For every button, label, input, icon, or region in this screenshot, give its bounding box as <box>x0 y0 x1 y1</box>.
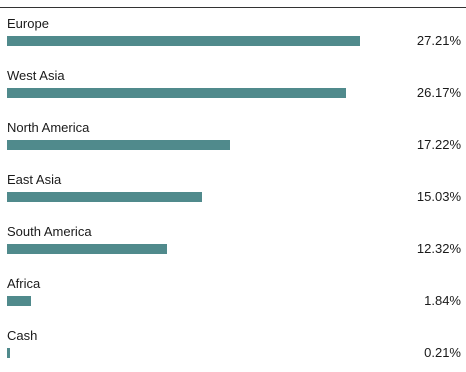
chart-row: Cash 0.21% <box>0 320 466 372</box>
value-label: 15.03% <box>416 189 461 204</box>
bar-track <box>7 244 387 254</box>
chart-row: North America 17.22% <box>0 112 466 164</box>
category-label: West Asia <box>7 68 65 83</box>
category-label: Cash <box>7 328 38 343</box>
bar-track <box>7 192 387 202</box>
category-label: Africa <box>7 276 41 291</box>
top-rule <box>0 7 466 8</box>
bar-track <box>7 348 387 358</box>
bar <box>7 348 10 358</box>
bar <box>7 140 230 150</box>
bar-track <box>7 88 387 98</box>
value-label: 1.84% <box>424 293 461 308</box>
bar-track <box>7 296 387 306</box>
category-label: North America <box>7 120 90 135</box>
chart-row: South America 12.32% <box>0 216 466 268</box>
bar <box>7 192 202 202</box>
chart-row: East Asia 15.03% <box>0 164 466 216</box>
category-label: South America <box>7 224 92 239</box>
bar-track <box>7 36 387 46</box>
bar-track <box>7 140 387 150</box>
chart-row: Europe 27.21% <box>0 8 466 60</box>
bar <box>7 296 31 306</box>
bar <box>7 36 360 46</box>
category-label: East Asia <box>7 172 62 187</box>
bar <box>7 88 346 98</box>
value-label: 27.21% <box>416 33 461 48</box>
chart-row: West Asia 26.17% <box>0 60 466 112</box>
value-label: 12.32% <box>416 241 461 256</box>
allocation-bar-chart: Europe 27.21% West Asia 26.17% North America… <box>0 8 466 360</box>
bar <box>7 244 167 254</box>
chart-row: Africa 1.84% <box>0 268 466 320</box>
value-label: 26.17% <box>416 85 461 100</box>
category-label: Europe <box>7 16 49 31</box>
value-label: 17.22% <box>416 137 461 152</box>
value-label: 0.21% <box>424 345 461 360</box>
